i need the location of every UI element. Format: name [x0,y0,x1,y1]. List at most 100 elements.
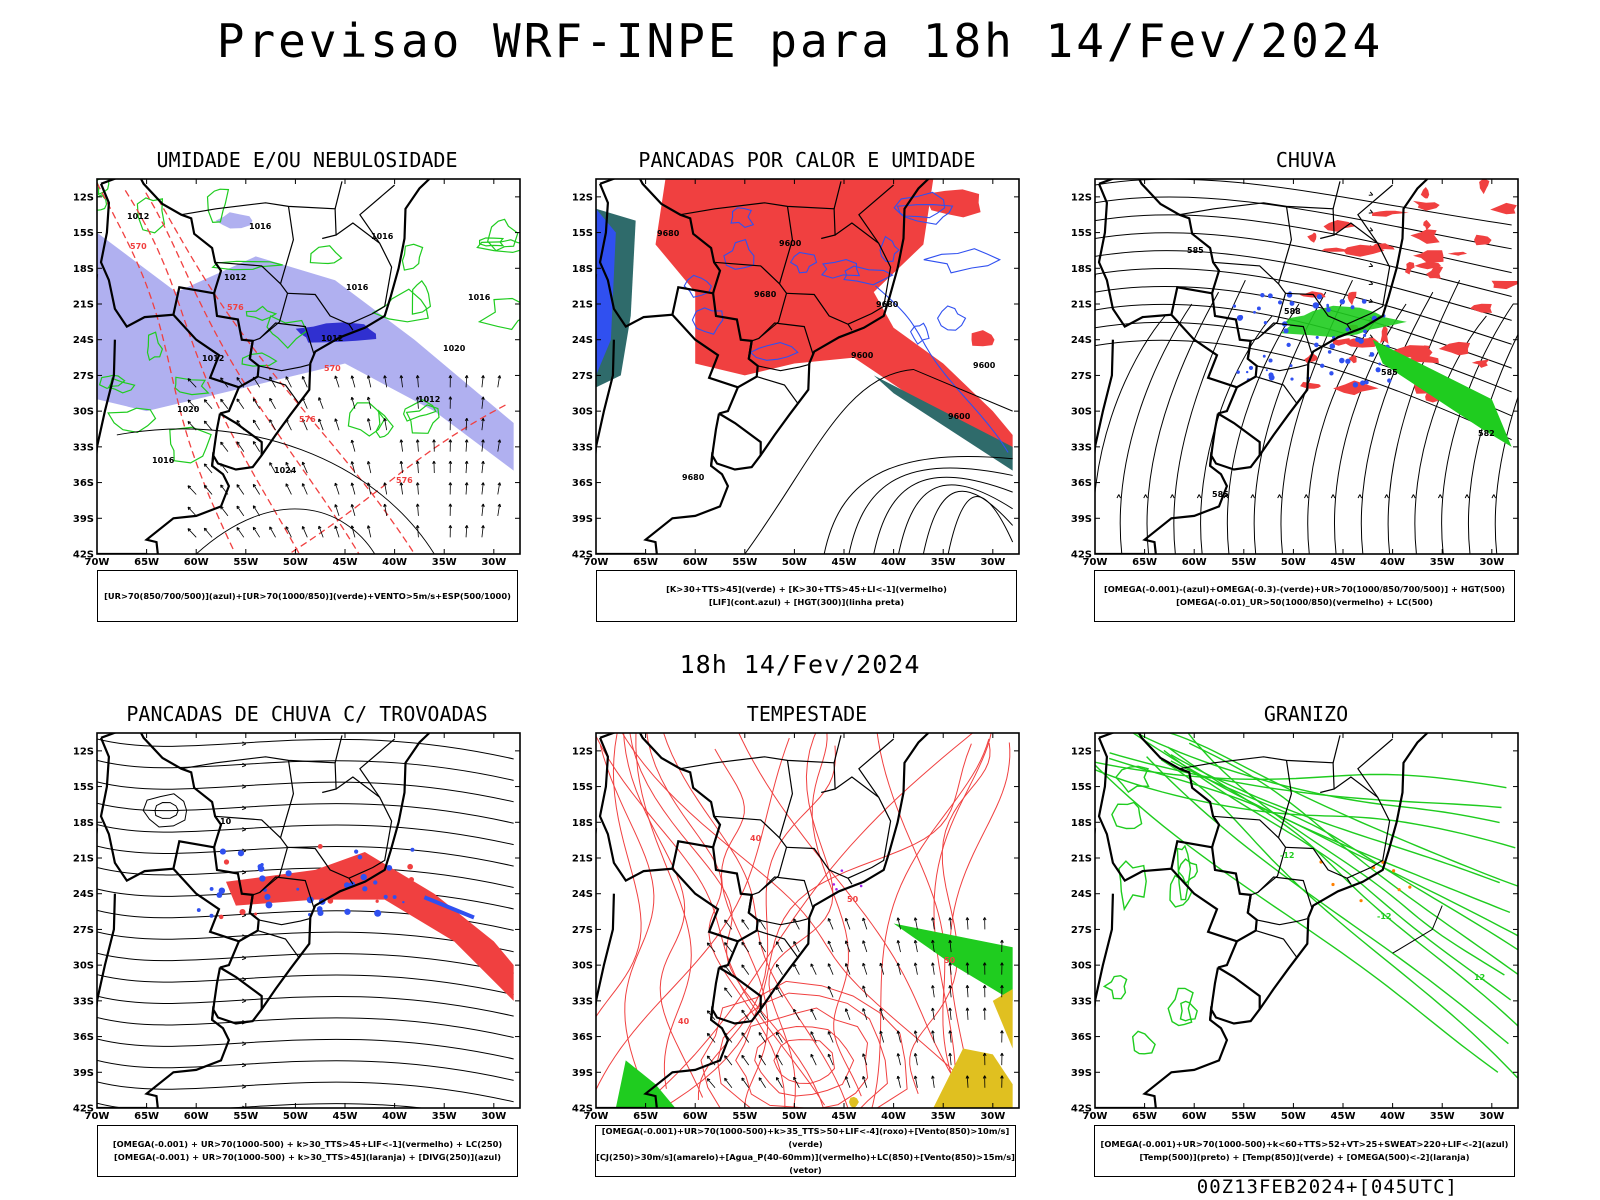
contour-label: 50 [847,895,859,904]
lat-tick-label: 12S [572,746,593,757]
map-frame [1094,178,1519,555]
lat-tick-label: 21S [1071,300,1092,311]
legend-line: [Temp(500)](preto) + [Temp(850)](verde) … [1139,1152,1470,1162]
panel-title-6: GRANIZO [1263,702,1349,726]
lat-tick-label: 30S [1071,961,1092,972]
lat-tick-label: 27S [572,925,593,936]
lon-tick-label: 70W [1083,557,1108,568]
lon-tick-label: 45W [333,557,358,568]
contour-label: 1016 [152,456,175,465]
lat-tick-label: 24S [572,335,593,346]
lat-tick-label: 18S [572,818,593,829]
contour-label: 1016 [346,283,369,292]
lat-tick-label: 42S [1071,550,1092,561]
lat-tick-label: 42S [572,550,593,561]
lat-tick-label: 21S [73,300,94,311]
legend-line: [OMEGA(-0.001) + UR>70(1000-500) + k>30_… [114,1152,501,1162]
lon-tick-label: 65W [134,557,159,568]
legend-line: [OMEGA(-0.01)_UR>50(1000/850)(vermelho) … [1176,597,1433,607]
lat-tick-label: 12S [73,192,94,203]
map-panel-5: 40 50 50 40 12S 15S 18S 21S 24S 27S 30S 33S 36S 39S 42… [572,732,1020,1122]
contour-label: 9600 [779,239,802,248]
legend-line: [CJ(250)>30m/s](amarelo)+[Agua_P(40-60mm… [596,1152,1015,1175]
lat-tick-label: 36S [73,1032,94,1043]
main-title: Previsao WRF-INPE para 18h 14/Fev/2024 [216,14,1384,68]
lat-tick-label: 21S [572,300,593,311]
lat-tick-label: 15S [73,228,94,239]
lat-tick-label: 15S [572,228,593,239]
lat-tick-label: 33S [1071,442,1092,453]
lat-tick-label: 33S [572,996,593,1007]
lon-tick-label: 35W [931,557,956,568]
lon-tick-label: 35W [1430,557,1455,568]
lon-tick-label: 45W [333,1111,358,1122]
map-panel-2: 9680 9680 9600 9600 9680 9600 9680 9600 12S 15S 18… [572,178,1020,568]
lon-tick-label: 40W [382,557,407,568]
lon-tick-label: 70W [584,557,609,568]
convection-area [655,179,1013,459]
lon-tick-label: 30W [481,1111,506,1122]
lat-tick-label: 42S [1071,1104,1092,1115]
lat-tick-label: 39S [73,1068,94,1079]
contour-label: 12 [1474,973,1485,982]
lon-tick-label: 60W [1182,557,1207,568]
lon-tick-label: 55W [732,1111,757,1122]
lon-tick-label: 30W [481,557,506,568]
lat-tick-label: 21S [1071,854,1092,865]
lat-tick-label: 30S [572,961,593,972]
map-frame [1094,732,1519,1109]
lon-tick-label: 65W [633,557,658,568]
lon-tick-label: 55W [233,1111,258,1122]
lat-tick-label: 15S [1071,228,1092,239]
contour-label: 9680 [657,229,680,238]
lat-tick-label: 24S [572,889,593,900]
contour-label: 582 [1478,429,1495,438]
lat-tick-label: 12S [572,192,593,203]
panel-legend-6: [OMEGA(-0.001)+UR>70(1000-500)+k<60+TTS>… [1094,1125,1515,1177]
lon-tick-label: 30W [980,557,1005,568]
lon-tick-label: 50W [283,557,308,568]
contour-label: 40 [750,834,762,843]
lat-tick-label: 12S [73,746,94,757]
lat-tick-label: 30S [73,407,94,418]
lon-tick-label: 40W [382,1111,407,1122]
lon-tick-label: 70W [85,1111,110,1122]
lon-tick-label: 40W [1380,557,1405,568]
legend-line: [OMEGA(-0.001)+UR>70(1000-500)+k<60+TTS>… [1100,1139,1509,1149]
lon-tick-label: 45W [1331,1111,1356,1122]
lat-tick-label: 33S [572,442,593,453]
lon-tick-label: 45W [1331,557,1356,568]
contour-label: 576 [299,415,316,424]
contour-label: 1016 [249,222,272,231]
lon-tick-label: 60W [1182,1111,1207,1122]
lat-tick-label: 21S [73,854,94,865]
lon-tick-label: 45W [832,557,857,568]
lon-tick-label: 50W [283,1111,308,1122]
lat-tick-label: 36S [1071,478,1092,489]
lat-tick-label: 15S [572,782,593,793]
lon-tick-label: 70W [584,1111,609,1122]
contour-label: 1012 [127,212,149,221]
legend-line: [OMEGA(-0.001)+UR>70(1000-500)+k>35_TTS>… [601,1126,1010,1149]
panel-title-4: PANCADAS DE CHUVA C/ TROVOADAS [126,702,488,726]
legend-line: [K>30+TTS>45](verde) + [K>30+TTS>45+LI<-… [666,584,947,594]
contour-label: 585 [1381,368,1398,377]
lon-tick-label: 70W [85,557,110,568]
contour-label: 40 [678,1017,690,1026]
lat-tick-label: 36S [572,478,593,489]
lat-tick-label: 18S [73,264,94,275]
contour-label: 1012 [418,395,440,404]
lat-tick-label: 12S [1071,192,1092,203]
lon-tick-label: 65W [1132,1111,1157,1122]
contour-label: 588 [1284,307,1301,316]
lon-tick-label: 50W [782,1111,807,1122]
lon-tick-label: 60W [683,557,708,568]
lon-tick-label: 35W [432,1111,457,1122]
lat-tick-label: 36S [1071,1032,1092,1043]
lat-tick-label: 18S [1071,264,1092,275]
contour-label: 9680 [754,290,777,299]
run-info-footer: 00Z13FEB2024+[045UTC] [1196,1176,1458,1198]
lat-tick-label: 39S [572,1068,593,1079]
